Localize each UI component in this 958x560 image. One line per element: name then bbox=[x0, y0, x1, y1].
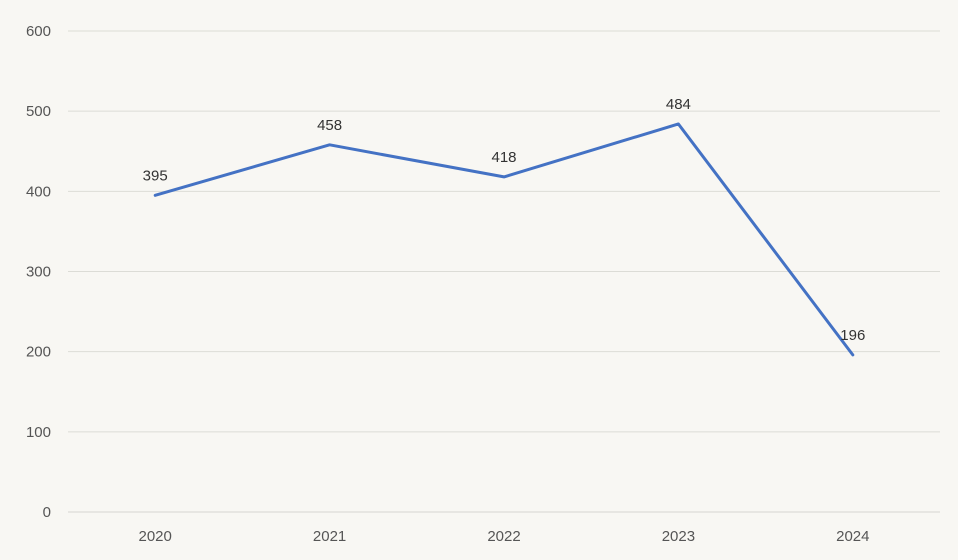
x-tick-label-2020: 2020 bbox=[139, 528, 172, 545]
x-tick-label-2024: 2024 bbox=[836, 528, 869, 545]
data-labels: 395 458 418 484 196 bbox=[143, 96, 866, 344]
y-tick-label-200: 200 bbox=[26, 344, 51, 361]
x-tick-label-2023: 2023 bbox=[662, 528, 695, 545]
y-tick-label-100: 100 bbox=[26, 424, 51, 441]
y-tick-label-300: 300 bbox=[26, 264, 51, 281]
y-tick-label-600: 600 bbox=[26, 23, 51, 40]
data-label-2021: 458 bbox=[317, 117, 342, 134]
y-axis: 0 100 200 300 400 500 600 bbox=[26, 23, 51, 521]
data-label-2023: 484 bbox=[666, 96, 691, 113]
y-tick-label-500: 500 bbox=[26, 103, 51, 120]
data-label-2020: 395 bbox=[143, 167, 168, 184]
x-axis: 2020 2021 2022 2023 2024 bbox=[139, 528, 870, 545]
x-tick-label-2021: 2021 bbox=[313, 528, 346, 545]
series bbox=[153, 122, 855, 357]
x-tick-label-2022: 2022 bbox=[487, 528, 520, 545]
gridlines bbox=[68, 30, 940, 513]
y-tick-label-400: 400 bbox=[26, 183, 51, 200]
y-tick-label-0: 0 bbox=[43, 504, 51, 521]
data-label-2022: 418 bbox=[491, 149, 516, 166]
data-label-2024: 196 bbox=[840, 327, 865, 344]
